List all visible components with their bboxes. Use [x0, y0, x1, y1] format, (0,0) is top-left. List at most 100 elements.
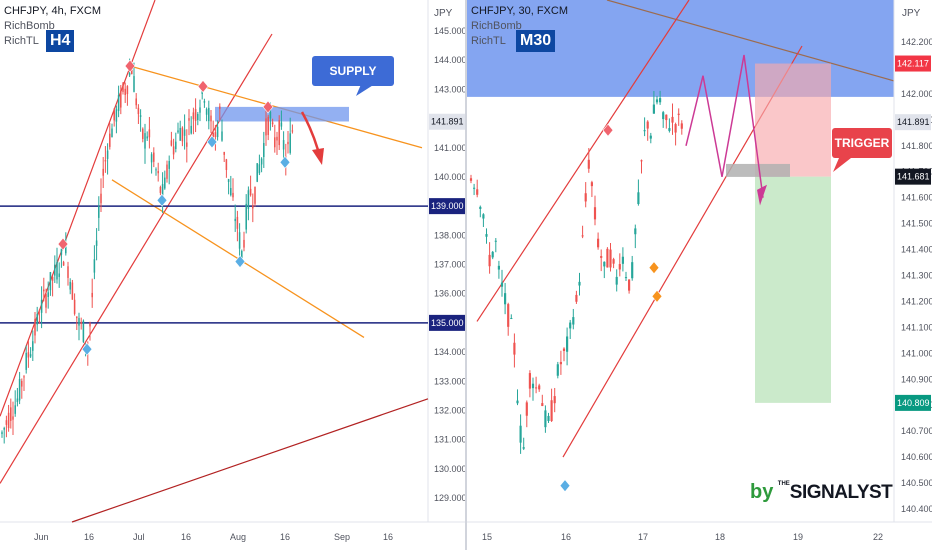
- y-tick-label: 141.200: [901, 296, 932, 306]
- y-tick-label: 140.500: [901, 478, 932, 488]
- y-tick-label: 131.000: [434, 435, 465, 445]
- m30-candle: [637, 192, 640, 205]
- m30-candle: [519, 425, 522, 443]
- h4-candle: [71, 282, 74, 300]
- m30-candle: [646, 121, 649, 129]
- y-tick-label: 141.500: [901, 219, 932, 229]
- h4-candle: [16, 398, 19, 402]
- h4-candle: [12, 416, 14, 420]
- h4-candle: [190, 125, 192, 134]
- h4-candle: [54, 264, 56, 276]
- ascending-channel-upper: [476, 0, 690, 322]
- m30-chart-panel[interactable]: 142.200142.000141.900141.800141.700141.6…: [467, 0, 932, 550]
- h4-candle: [135, 98, 137, 106]
- price-tag-text: 142.117: [897, 59, 929, 69]
- indicator-richtl[interactable]: RichTL: [4, 35, 39, 47]
- m30-candle: [485, 234, 488, 237]
- x-tick-label: 19: [793, 532, 803, 542]
- h4-candle: [113, 108, 115, 121]
- m30-candle: [584, 193, 587, 202]
- h4-candle: [69, 281, 71, 290]
- h4-candle: [247, 190, 250, 209]
- h4-candle: [249, 188, 252, 196]
- h4-candle: [258, 164, 261, 174]
- m30-candle: [550, 400, 553, 422]
- h4-chart-canvas[interactable]: 145.000144.000143.000142.000141.000140.0…: [0, 0, 465, 550]
- h4-candle: [172, 146, 175, 155]
- m30-candle: [528, 373, 531, 389]
- h4-candle: [287, 141, 289, 145]
- h4-candle: [177, 130, 179, 133]
- current-price-tag: [429, 113, 465, 130]
- y-tick-label: 141.800: [901, 141, 932, 151]
- watermark-brand: SIGNALYST: [789, 482, 893, 503]
- pivot-low-marker: [81, 342, 93, 356]
- h4-candle: [27, 352, 30, 358]
- m30-candle: [624, 277, 628, 279]
- price-tag: [895, 394, 931, 411]
- h4-candle: [234, 218, 236, 222]
- h4-candle: [29, 354, 32, 357]
- y-tick-label: 132.000: [434, 405, 465, 415]
- m30-chart-canvas[interactable]: 142.200142.000141.900141.800141.700141.6…: [467, 0, 932, 550]
- level-price-tag: [429, 314, 465, 331]
- price-tag-text: 140.809: [897, 398, 930, 408]
- descending-trendline: [606, 0, 895, 82]
- m30-candle: [553, 396, 556, 404]
- y-tick-label: 136.000: [434, 289, 465, 299]
- h4-candle: [263, 143, 265, 158]
- x-tick-label: Jun: [34, 532, 49, 542]
- x-tick-label: 18: [715, 532, 725, 542]
- h4-candle: [106, 150, 109, 159]
- y-tick-label: 145.000: [434, 26, 465, 36]
- h4-candle: [95, 240, 98, 246]
- y-tick-label: 138.000: [434, 230, 465, 240]
- price-tag: [895, 168, 931, 185]
- h4-candle: [60, 249, 63, 255]
- supply-zone-callout: SUPPLY ZONE: [312, 56, 394, 108]
- h4-candle: [221, 131, 223, 141]
- h4-candle: [38, 321, 41, 323]
- h4-candle: [216, 126, 219, 138]
- h4-candle: [205, 109, 208, 115]
- h4-candle: [10, 407, 12, 421]
- panel-divider[interactable]: [465, 0, 467, 550]
- h4-chart-panel[interactable]: 145.000144.000143.000142.000141.000140.0…: [0, 0, 465, 550]
- x-tick-label: Aug: [230, 532, 246, 542]
- h4-candle: [166, 164, 168, 179]
- x-tick-label: 16: [561, 532, 571, 542]
- h4-candle: [133, 76, 135, 92]
- indicator-richbomb[interactable]: RichBomb: [4, 20, 55, 32]
- indicator-richbomb[interactable]: RichBomb: [471, 20, 522, 32]
- h4-candle: [80, 321, 82, 324]
- h4-candle: [186, 142, 188, 147]
- signalyst-watermark: by THESIGNALYST: [750, 481, 893, 504]
- h4-candle: [232, 192, 234, 198]
- h4-candle: [214, 132, 217, 137]
- projection-arrow-path: [300, 111, 320, 151]
- h4-candle: [219, 106, 221, 109]
- y-tick-label: 141.000: [901, 348, 932, 358]
- indicator-richtl[interactable]: RichTL: [471, 35, 506, 47]
- pivot-high-marker: [124, 59, 136, 73]
- m30-candle: [655, 99, 659, 103]
- pivot-high-marker: [262, 100, 274, 114]
- m30-candle: [615, 276, 618, 285]
- h4-candle: [139, 115, 142, 117]
- h4-candle: [120, 90, 122, 108]
- y-tick-label: 141.600: [901, 193, 932, 203]
- h4-candle: [109, 133, 111, 147]
- h4-candle: [208, 107, 210, 122]
- price-tag-text: 141.681: [897, 172, 930, 182]
- h4-candle: [76, 316, 78, 319]
- pivot-marker-orange: [648, 261, 660, 275]
- h4-candle: [34, 318, 36, 336]
- h4-candle: [128, 72, 131, 76]
- stop-loss-zone: [755, 63, 831, 177]
- pivot-low-marker: [279, 155, 291, 169]
- h4-candle: [280, 122, 283, 127]
- x-tick-label: 15: [482, 532, 492, 542]
- h4-candle: [236, 216, 239, 229]
- h4-candle: [269, 111, 272, 119]
- h4-candle: [131, 69, 133, 74]
